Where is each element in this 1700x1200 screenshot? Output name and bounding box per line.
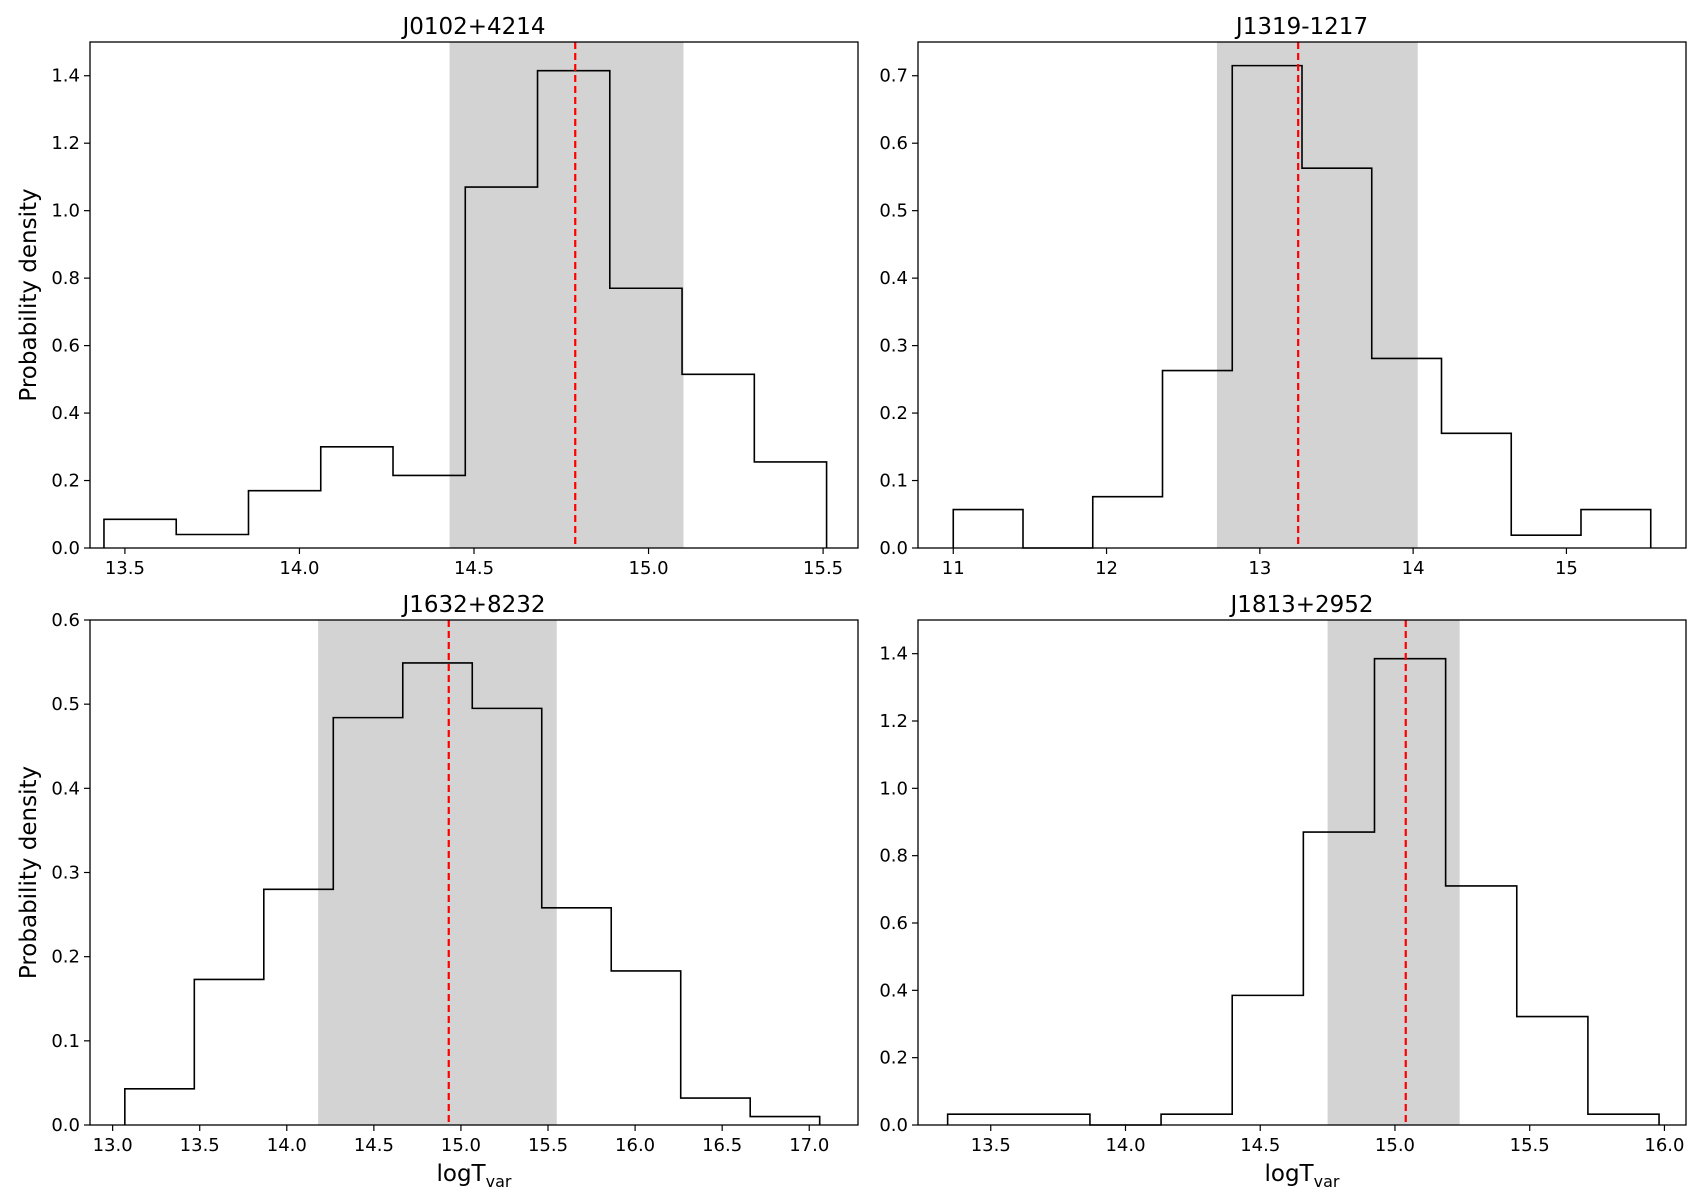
x-tick-label: 15.5: [803, 558, 843, 579]
x-axis-label: logTvar: [1265, 1161, 1340, 1191]
y-tick-label: 0.2: [879, 403, 908, 424]
y-tick-label: 0.6: [879, 913, 908, 934]
y-tick-label: 1.0: [879, 778, 908, 799]
credible-interval-band: [1216, 42, 1418, 548]
y-tick-label: 1.2: [879, 711, 908, 732]
y-tick-label: 1.0: [51, 201, 80, 222]
y-tick-label: 0.7: [879, 66, 908, 87]
x-tick-label: 14.0: [279, 558, 319, 579]
axes-frame: [917, 619, 1687, 1126]
y-tick-label: 1.4: [51, 66, 80, 87]
x-tick-label: 15.0: [441, 1135, 481, 1156]
x-tick-label: 11: [942, 558, 965, 579]
y-tick-label: 1.4: [879, 644, 908, 665]
panel-title: J0102+4214: [400, 14, 545, 40]
x-tick-label: 15.0: [629, 558, 669, 579]
panel-title: J1632+8232: [400, 592, 545, 618]
x-tick-label: 12: [1095, 558, 1118, 579]
histogram-outline: [946, 657, 1660, 1126]
y-tick-label: 0.1: [51, 1031, 80, 1052]
y-tick-label: 0.0: [51, 1115, 80, 1136]
x-tick-label: 14.0: [267, 1135, 307, 1156]
y-tick-label: 0.6: [51, 336, 80, 357]
x-tick-label: 16.0: [615, 1135, 655, 1156]
x-tick-label: 16.0: [1644, 1135, 1684, 1156]
y-tick-label: 0.4: [51, 778, 80, 799]
credible-interval-band: [318, 620, 557, 1125]
y-axis-label: Probability density: [16, 766, 42, 979]
credible-interval-band: [1327, 620, 1460, 1125]
histogram-outline: [124, 662, 821, 1125]
y-tick-label: 0.5: [51, 694, 80, 715]
panel-j1319-1217: 11 12 13 14 15 0.0 0.1 0.2 0.3 0.4 0.5 0.6 0.7 J1319-…: [879, 14, 1687, 579]
y-tick-label: 0.4: [879, 268, 908, 289]
credible-interval-band: [449, 42, 684, 548]
y-tick-label: 1.2: [51, 133, 80, 154]
x-tick-label: 17.0: [789, 1135, 829, 1156]
x-tick-label: 14: [1402, 558, 1425, 579]
panel-title: J1319-1217: [1234, 14, 1368, 40]
x-tick-label: 14.5: [454, 558, 494, 579]
histogram-outline: [103, 69, 828, 548]
y-tick-label: 0.0: [879, 538, 908, 559]
y-tick-label: 0.1: [879, 471, 908, 492]
y-tick-label: 0.8: [51, 268, 80, 289]
x-tick-label: 15: [1555, 558, 1578, 579]
y-tick-label: 0.6: [879, 133, 908, 154]
x-tick-label: 14.0: [1105, 1135, 1145, 1156]
x-tick-label: 16.5: [702, 1135, 742, 1156]
y-tick-label: 0.5: [879, 201, 908, 222]
x-tick-label: 13: [1248, 558, 1271, 579]
x-tick-label: 13.5: [105, 558, 145, 579]
y-tick-label: 0.2: [51, 471, 80, 492]
panel-j1632-8232: 13.0 13.5 14.0 14.5 15.0 15.5 16.0 16.5 17.0 0.0 0…: [16, 592, 859, 1191]
y-axis-label: Probability density: [16, 188, 42, 401]
y-tick-label: 0.4: [879, 980, 908, 1001]
y-tick-label: 0.0: [879, 1115, 908, 1136]
x-tick-label: 13.0: [93, 1135, 133, 1156]
y-tick-label: 0.8: [879, 846, 908, 867]
x-tick-label: 14.5: [1240, 1135, 1280, 1156]
y-tick-label: 0.6: [51, 610, 80, 631]
x-tick-label: 13.5: [971, 1135, 1011, 1156]
y-tick-label: 0.3: [51, 863, 80, 884]
x-tick-label: 15.5: [528, 1135, 568, 1156]
y-tick-label: 0.0: [51, 538, 80, 559]
axes-frame: [917, 41, 1687, 549]
x-tick-label: 13.5: [180, 1135, 220, 1156]
x-axis-label: logTvar: [437, 1161, 512, 1191]
x-tick-label: 15.0: [1375, 1135, 1415, 1156]
x-tick-label: 14.5: [354, 1135, 394, 1156]
panel-title: J1813+2952: [1228, 592, 1373, 618]
y-tick-label: 0.2: [51, 947, 80, 968]
x-tick-label: 15.5: [1510, 1135, 1550, 1156]
panel-j0102-4214: 13.5 14.0 14.5 15.0 15.5 0.0 0.2 0.4 0.6 0.8 1.0 1.…: [16, 14, 859, 579]
y-tick-label: 0.4: [51, 403, 80, 424]
y-tick-label: 0.2: [879, 1048, 908, 1069]
y-tick-label: 0.3: [879, 336, 908, 357]
panel-j1813-2952: 13.5 14.0 14.5 15.0 15.5 16.0 0.0 0.2 0.4 0.6 0.8 1…: [879, 592, 1687, 1191]
